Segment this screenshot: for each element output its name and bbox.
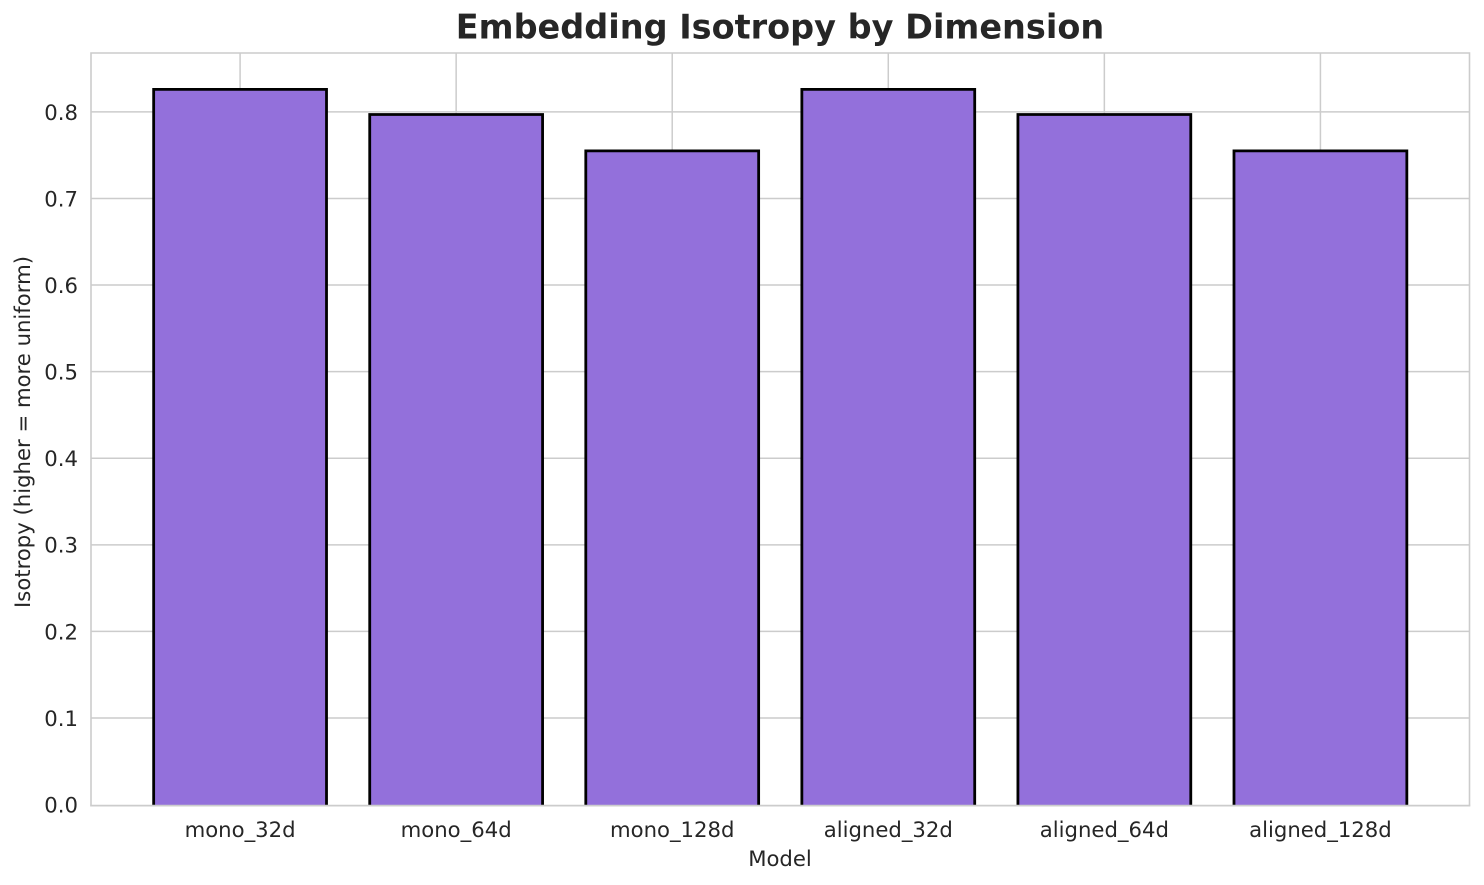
bar-aligned_64d xyxy=(1017,114,1191,806)
bar-mono_128d xyxy=(585,150,759,806)
x-tick-label: mono_32d xyxy=(185,817,296,842)
bar-edge-aligned_128d xyxy=(1232,149,1409,806)
chart-title: Embedding Isotropy by Dimension xyxy=(456,8,1104,47)
axes-spines-left-top-right xyxy=(90,52,1471,806)
bar-mono_64d xyxy=(369,114,543,806)
y-tick-label: 0.3 xyxy=(44,533,78,558)
y-tick-label: 0.2 xyxy=(44,619,78,644)
y-tick-label: 0.5 xyxy=(44,360,78,385)
bar-edge-aligned_64d xyxy=(1016,113,1193,806)
x-axis-label: Model xyxy=(748,846,812,871)
x-tick-label: aligned_32d xyxy=(824,817,953,842)
bar-layer xyxy=(152,87,1409,806)
y-tick-label: 0.0 xyxy=(44,793,78,818)
x-tick-label: aligned_64d xyxy=(1040,817,1169,842)
y-tick-label: 0.4 xyxy=(44,446,78,471)
bar-edge-mono_32d xyxy=(152,87,328,806)
y-tick-label: 0.6 xyxy=(44,273,78,298)
y-tick-label: 0.1 xyxy=(44,706,78,731)
x-tick-label: aligned_128d xyxy=(1249,817,1392,842)
spine-layer xyxy=(90,52,1471,807)
y-axis-label: Isotropy (higher = more uniform) xyxy=(10,256,35,608)
tick-label-layer: 0.0 0.1 0.2 0.3 0.4 0.5 0.6 0.7 0.8 mono_32d mono_… xyxy=(44,100,1391,842)
bar-edge-mono_64d xyxy=(368,113,544,806)
y-tick-label: 0.8 xyxy=(44,100,78,125)
x-tick-label: mono_64d xyxy=(401,817,512,842)
bar-aligned_32d xyxy=(801,89,975,806)
bar-aligned_128d xyxy=(1233,150,1407,806)
x-tick-label: mono_128d xyxy=(610,817,734,842)
bar-edge-mono_128d xyxy=(584,149,761,806)
bar-mono_32d xyxy=(153,89,327,806)
bar-edge-aligned_32d xyxy=(800,87,977,806)
y-tick-label: 0.7 xyxy=(44,186,78,211)
